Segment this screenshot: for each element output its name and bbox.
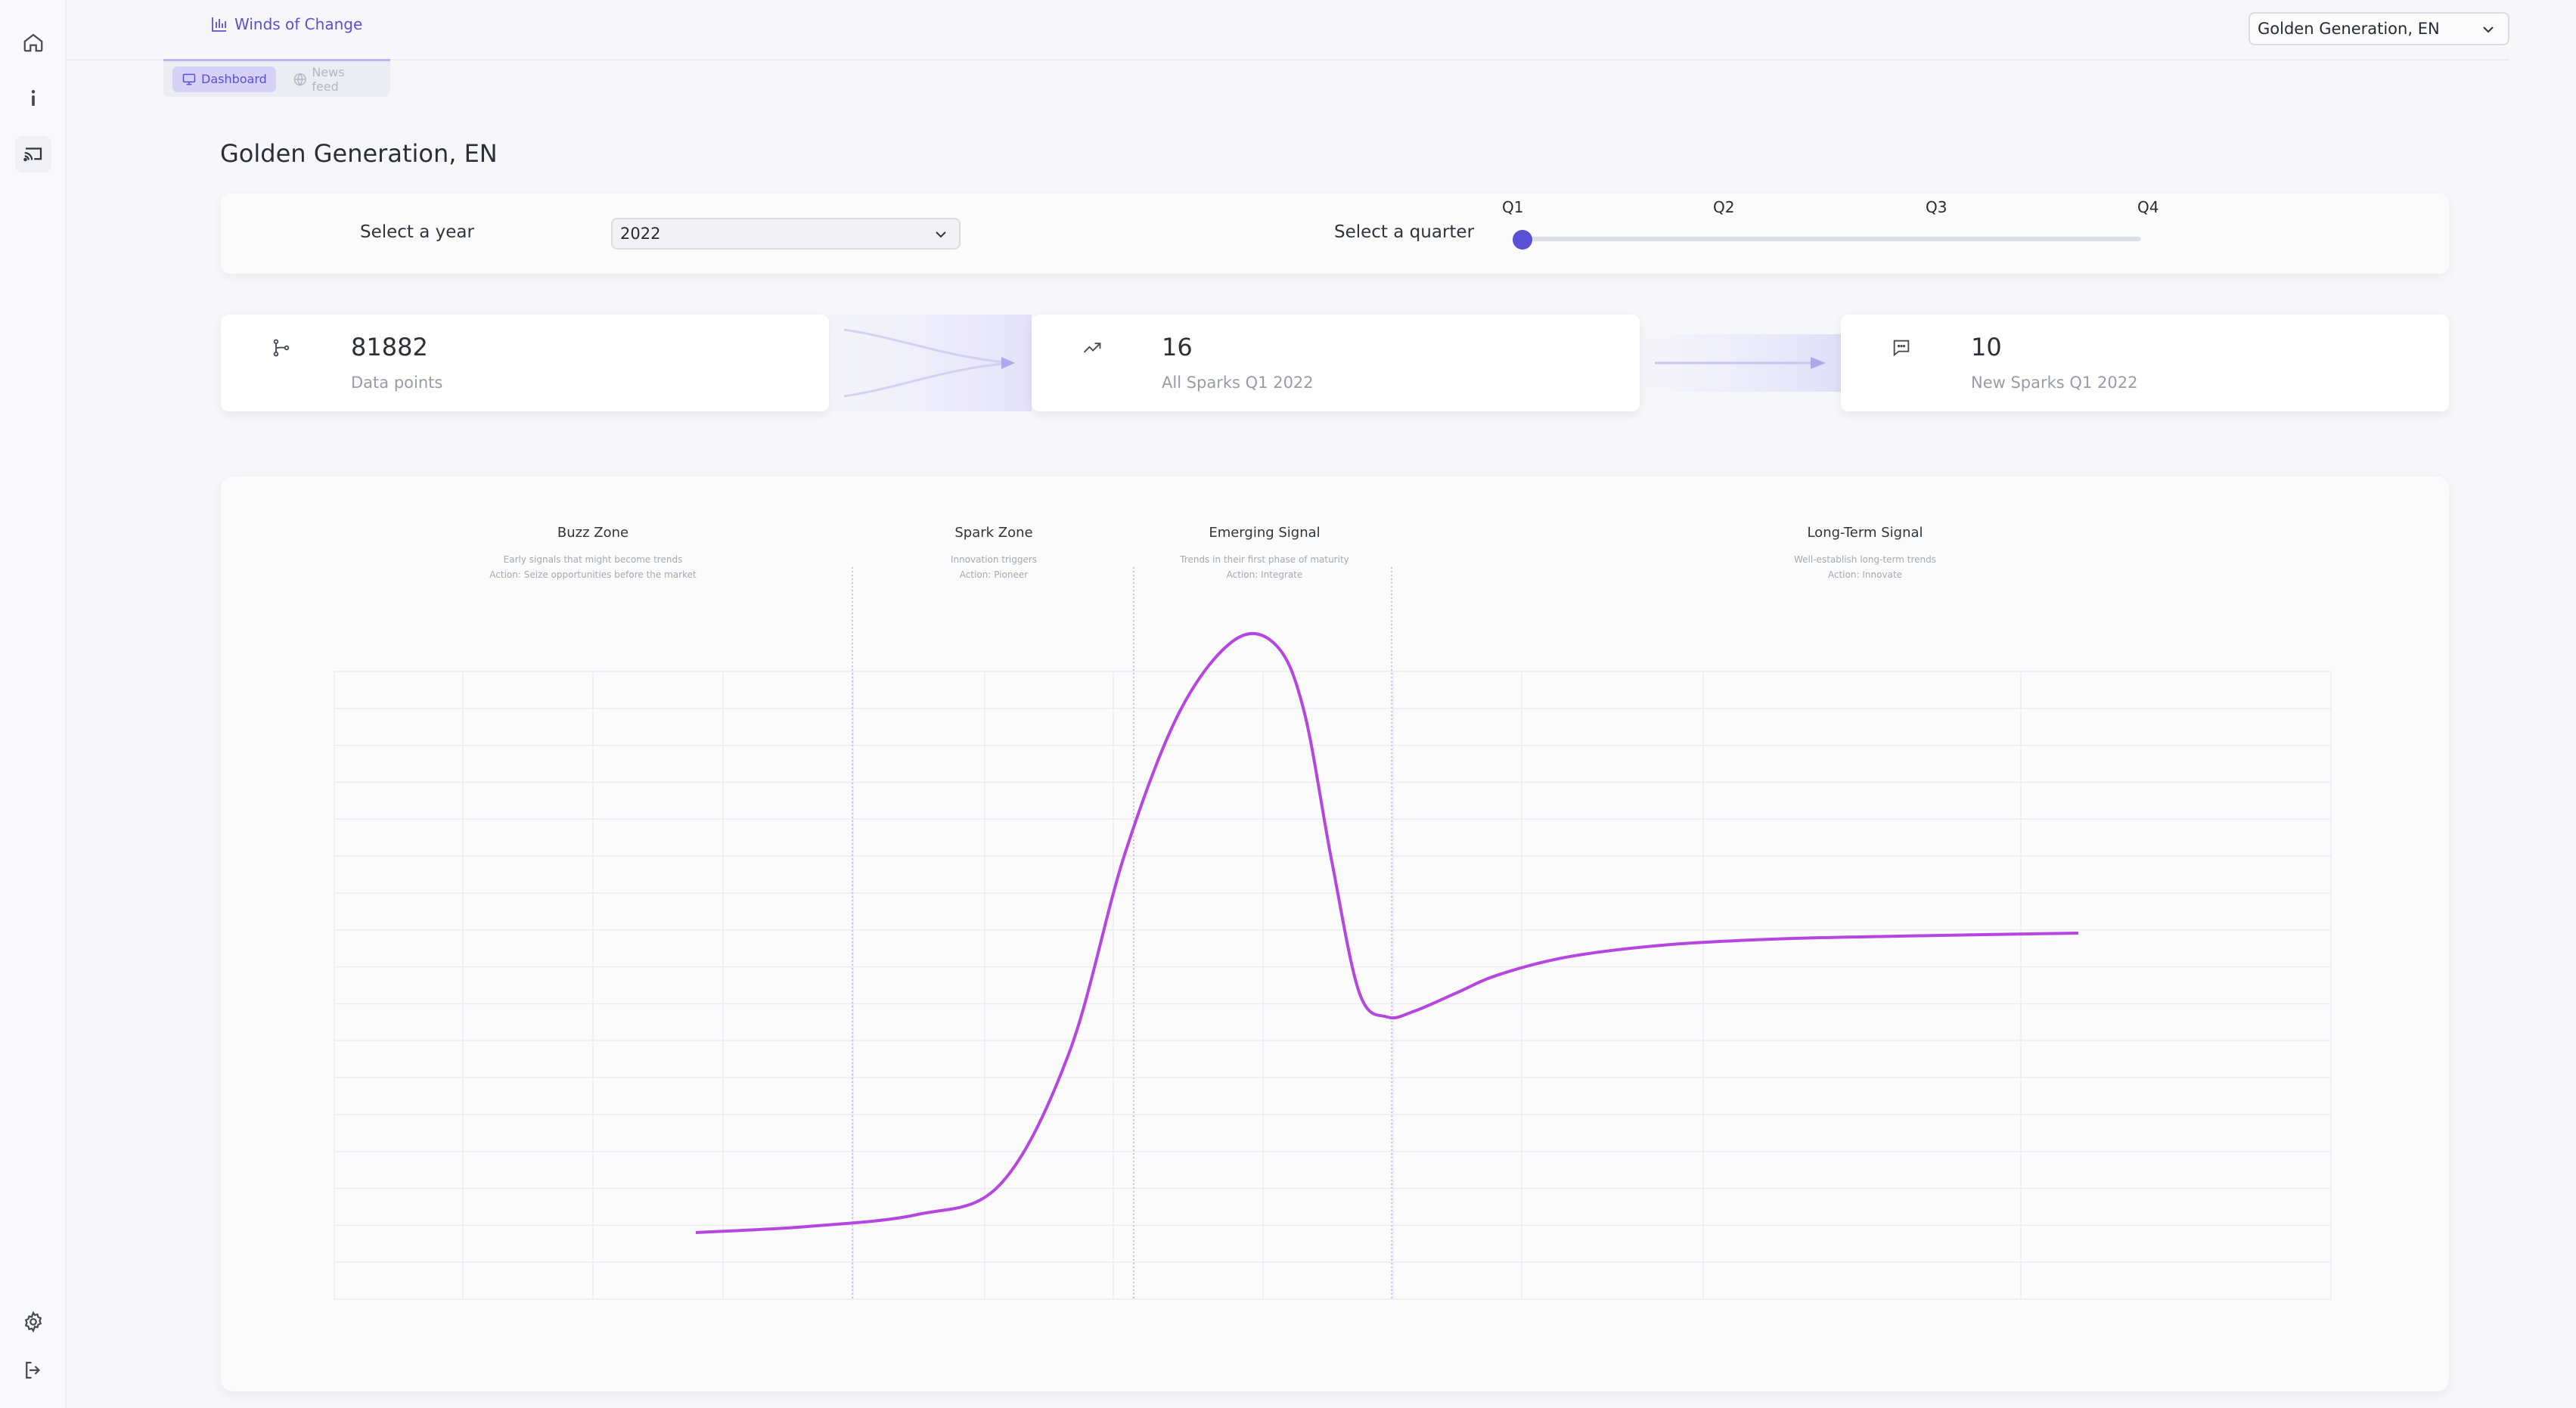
workspace-select-value: Golden Generation, EN [2258,20,2440,38]
zone-description: Well-establish long-term trends [1794,554,1936,565]
logout-icon[interactable] [15,1352,51,1388]
tab-dashboard[interactable]: Dashboard [172,66,276,92]
top-bar: Winds of Change Golden Generation, EN [67,0,2509,60]
page-title: Golden Generation, EN [220,139,498,168]
stat-value: 10 [1971,333,2002,361]
stat-value: 81882 [351,333,428,361]
flow-connector-1 [829,315,1032,411]
cast-screen-icon[interactable] [15,136,51,172]
message-icon [1893,340,1910,357]
globe-icon [293,73,306,85]
git-branch-icon [273,339,290,357]
stat-card-data-points: 81882 Data points [221,315,829,411]
zone-divider-lines [852,567,1392,1299]
quarter-label: Select a quarter [1334,222,1475,242]
workspace-select[interactable]: Golden Generation, EN [2249,12,2509,45]
hype-cycle-curve [695,632,2079,1234]
quarter-tick-q1[interactable]: Q1 [1502,198,1524,216]
bar-chart-icon [212,17,226,32]
stat-card-new-sparks: 10 New Sparks Q1 2022 [1841,315,2449,411]
hype-cycle-chart: Buzz Zone Early signals that might become… [334,525,2332,1300]
zone-description: Trends in their first phase of maturity [1179,554,1349,565]
stat-label: Data points [351,374,443,392]
quarter-slider-thumb[interactable] [1513,230,1532,250]
chevron-down-icon [2483,26,2494,33]
zone-action: Action: Pioneer [960,569,1028,580]
brand-title: Winds of Change [234,15,363,33]
year-select[interactable]: 2022 [611,218,961,250]
stat-card-all-sparks: 16 All Sparks Q1 2022 [1032,315,1640,411]
zone-action: Action: Integrate [1227,569,1303,580]
year-label: Select a year [360,222,474,242]
quarter-tick-q2[interactable]: Q2 [1713,198,1735,216]
brand-link[interactable]: Winds of Change [210,15,362,33]
zone-title: Buzz Zone [557,525,628,541]
settings-icon[interactable] [15,1304,51,1340]
zone-title: Emerging Signal [1209,525,1320,541]
home-icon[interactable] [15,24,51,60]
zone-description: Early signals that might become trends [504,554,683,565]
zone-action: Action: Innovate [1828,569,1902,580]
zone-title: Spark Zone [954,525,1032,541]
tab-news-feed-label: News feed [312,64,345,94]
zone-labels: Buzz Zone Early signals that might become… [489,525,1936,580]
monitor-icon [182,73,196,85]
chart-grid [334,671,2332,1300]
quarter-slider-track[interactable] [1516,237,2141,241]
hype-cycle-chart-card: Buzz Zone Early signals that might become… [221,476,2449,1391]
chevron-down-icon [936,231,946,238]
trending-up-icon [1083,343,1101,353]
tab-news-feed[interactable]: News feed [284,64,383,94]
view-tabs: Dashboard News feed [163,59,390,97]
stat-value: 16 [1162,333,1193,361]
zone-action: Action: Seize opportunities before the m… [489,569,697,580]
left-rail [0,0,67,1408]
info-icon[interactable] [15,80,51,116]
quarter-tick-q4[interactable]: Q4 [2137,198,2159,216]
stat-label: New Sparks Q1 2022 [1971,374,2138,392]
stat-label: All Sparks Q1 2022 [1162,374,1314,392]
year-select-value: 2022 [620,225,661,243]
zone-title: Long-Term Signal [1807,525,1923,541]
flow-connector-2 [1640,334,1842,392]
filter-card: Select a year 2022 Select a quarter Q1 Q… [221,194,2449,274]
zone-description: Innovation triggers [951,554,1037,565]
tab-dashboard-label: Dashboard [201,72,267,86]
quarter-tick-q3[interactable]: Q3 [1926,198,1948,216]
